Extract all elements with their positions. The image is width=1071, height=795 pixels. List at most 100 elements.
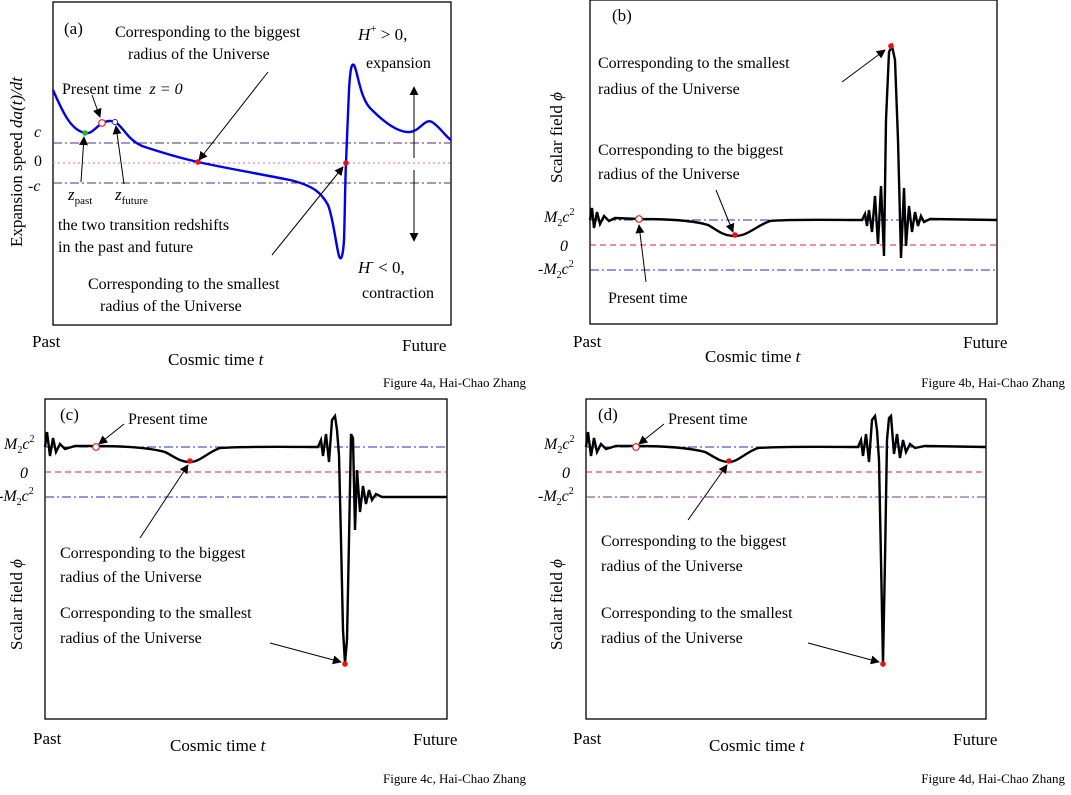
panel-d-future: Future — [953, 730, 997, 749]
panel-d-smallest-line2: radius of the Universe — [601, 630, 743, 647]
panel-d-frame — [585, 398, 987, 720]
panel-a-ylabel: Expansion speed da(t)/dt — [7, 76, 26, 247]
panel-d-xlabel: Cosmic time t — [709, 736, 806, 755]
panel-a-xlabel: Cosmic time t — [168, 350, 265, 369]
panel-b-smallest-line2: radius of the Universe — [598, 81, 740, 98]
panel-b-biggest-line1: Corresponding to the biggest — [598, 142, 784, 159]
panel-b-present-arrow — [635, 224, 647, 283]
panel-a-contraction-label: contraction — [362, 285, 434, 302]
panel-a-biggest-line1: Corresponding to the biggest — [115, 24, 301, 41]
panel-c-present-label: Present time — [128, 411, 208, 428]
panel-a-tick-c: c — [34, 124, 41, 141]
panel-d-ylabel: Scalar field ϕ — [547, 559, 566, 650]
panel-a-curve — [51, 63, 452, 260]
panel-b-biggest-point — [732, 232, 738, 238]
panel-b-smallest-point — [888, 43, 894, 49]
panel-d-tick-neg: -M2c2 — [538, 486, 574, 508]
panel-c-tick-neg: -M2c2 — [0, 486, 34, 508]
panel-c-tick-zero: 0 — [20, 465, 28, 482]
panel-a-zpast-point — [82, 130, 88, 136]
panel-a-present-point — [98, 119, 106, 127]
panel-a-smallest-line1: Corresponding to the smallest — [88, 276, 280, 293]
panel-b-smallest-line1: Corresponding to the smallest — [598, 55, 790, 72]
panel-b-ylabel: Scalar field ϕ — [547, 92, 566, 183]
panel-c-biggest-line1: Corresponding to the biggest — [60, 545, 246, 562]
panel-c-ylabel: Scalar field ϕ — [7, 559, 26, 650]
panel-c-frame — [44, 398, 448, 720]
panel-d-caption: Figure 4d, Hai-Chao Zhang — [921, 771, 1065, 786]
panel-a-caption: Figure 4a, Hai-Chao Zhang — [383, 375, 526, 390]
panel-c-future: Future — [413, 730, 457, 749]
panel-a-present-arrow — [91, 94, 102, 118]
panel-c-present-point — [92, 443, 100, 451]
panel-a-past: Past — [32, 332, 61, 351]
panel-d-present-label: Present time — [668, 411, 748, 428]
panel-d-tag: (d) — [598, 405, 618, 424]
panel-b-past: Past — [573, 332, 602, 351]
panel-a-zfuture-point — [111, 118, 119, 126]
panel-a-hplus-label: H+ > 0, — [357, 23, 407, 44]
panel-a-future: Future — [402, 336, 446, 355]
panel-d-tick-m2c2: M2c2 — [543, 434, 574, 456]
panel-c-curve — [43, 412, 447, 664]
panel-d-smallest-line1: Corresponding to the smallest — [601, 605, 793, 622]
panel-c-past: Past — [33, 729, 62, 748]
panel-d-curve — [584, 412, 987, 665]
panel-b-xlabel: Cosmic time t — [705, 347, 802, 366]
panel-b-biggest-arrow — [715, 189, 735, 233]
panel-a-zfuture-arrow — [112, 125, 125, 185]
panel-c-biggest-arrow — [139, 464, 189, 539]
panel-a-tag: (a) — [64, 19, 83, 38]
panel-b-smallest-arrow — [841, 49, 886, 83]
panel-a-smallest-arrow — [271, 166, 344, 256]
panel-d-present-arrow — [638, 423, 665, 445]
panel-d-biggest-line1: Corresponding to the biggest — [601, 533, 787, 550]
panel-c-present-arrow — [98, 423, 125, 445]
panel-c-smallest-line2: radius of the Universe — [60, 630, 202, 647]
panel-b-curve — [588, 42, 998, 259]
panel-b-tag: (b) — [612, 6, 632, 25]
panel-a-transition-line2: in the past and future — [58, 239, 193, 256]
panel-b-frame — [589, 0, 998, 325]
panel-a-biggest-point — [195, 159, 201, 165]
panel-a-biggest-line2: radius of the Universe — [128, 46, 270, 63]
panel-a-smallest-line2: radius of the Universe — [100, 298, 242, 315]
panel-a-transition-line1: the two transition redshifts — [58, 217, 229, 234]
panel-d-smallest-point — [880, 661, 886, 667]
panel-c-smallest-arrow — [269, 642, 342, 665]
panel-a-smallest-point — [343, 160, 349, 166]
panel-d-smallest-arrow — [807, 642, 880, 665]
panel-d-past: Past — [573, 729, 602, 748]
panel-b-tick-neg: -M2c2 — [538, 259, 574, 281]
panel-b-future: Future — [963, 333, 1007, 352]
panel-c: (c) Present time Corresponding to the bi… — [0, 398, 526, 786]
panel-b-tick-m2c2: M2c2 — [543, 207, 574, 229]
panel-d: (d) Present time Corresponding to the bi… — [538, 398, 1065, 786]
panel-d-biggest-point — [726, 458, 732, 464]
panel-d-present-point — [632, 443, 640, 451]
panel-b: (b) Corresponding to the smallest radius… — [538, 0, 1065, 390]
panel-b-caption: Figure 4b, Hai-Chao Zhang — [921, 375, 1065, 390]
panel-c-biggest-point — [187, 458, 193, 464]
panel-a-zfuture-label: zfuture — [114, 185, 148, 207]
panel-c-smallest-line1: Corresponding to the smallest — [60, 605, 252, 622]
panel-a-expansion-label: expansion — [366, 55, 431, 72]
panel-c-xlabel: Cosmic time t — [170, 736, 267, 755]
panel-a-hminus-label: H- < 0, — [357, 256, 405, 277]
panel-d-tick-zero: 0 — [562, 465, 570, 482]
panel-c-biggest-line2: radius of the Universe — [60, 569, 202, 586]
panel-d-biggest-line2: radius of the Universe — [601, 558, 743, 575]
panel-b-present-label: Present time — [608, 290, 688, 307]
panel-c-smallest-point — [342, 661, 348, 667]
panel-b-present-point — [635, 215, 643, 223]
panel-c-tag: (c) — [60, 405, 79, 424]
panel-c-tick-m2c2: M2c2 — [3, 434, 34, 456]
panel-b-tick-zero: 0 — [560, 238, 568, 255]
panel-a-present-label: Present time z = 0 — [62, 81, 183, 98]
panel-c-caption: Figure 4c, Hai-Chao Zhang — [383, 771, 526, 786]
panel-a-biggest-arrow — [198, 71, 269, 161]
panel-a-zpast-label: zpast — [67, 185, 92, 207]
panel-d-biggest-arrow — [687, 464, 728, 521]
panel-a-tick-neg-c: -c — [28, 178, 40, 195]
